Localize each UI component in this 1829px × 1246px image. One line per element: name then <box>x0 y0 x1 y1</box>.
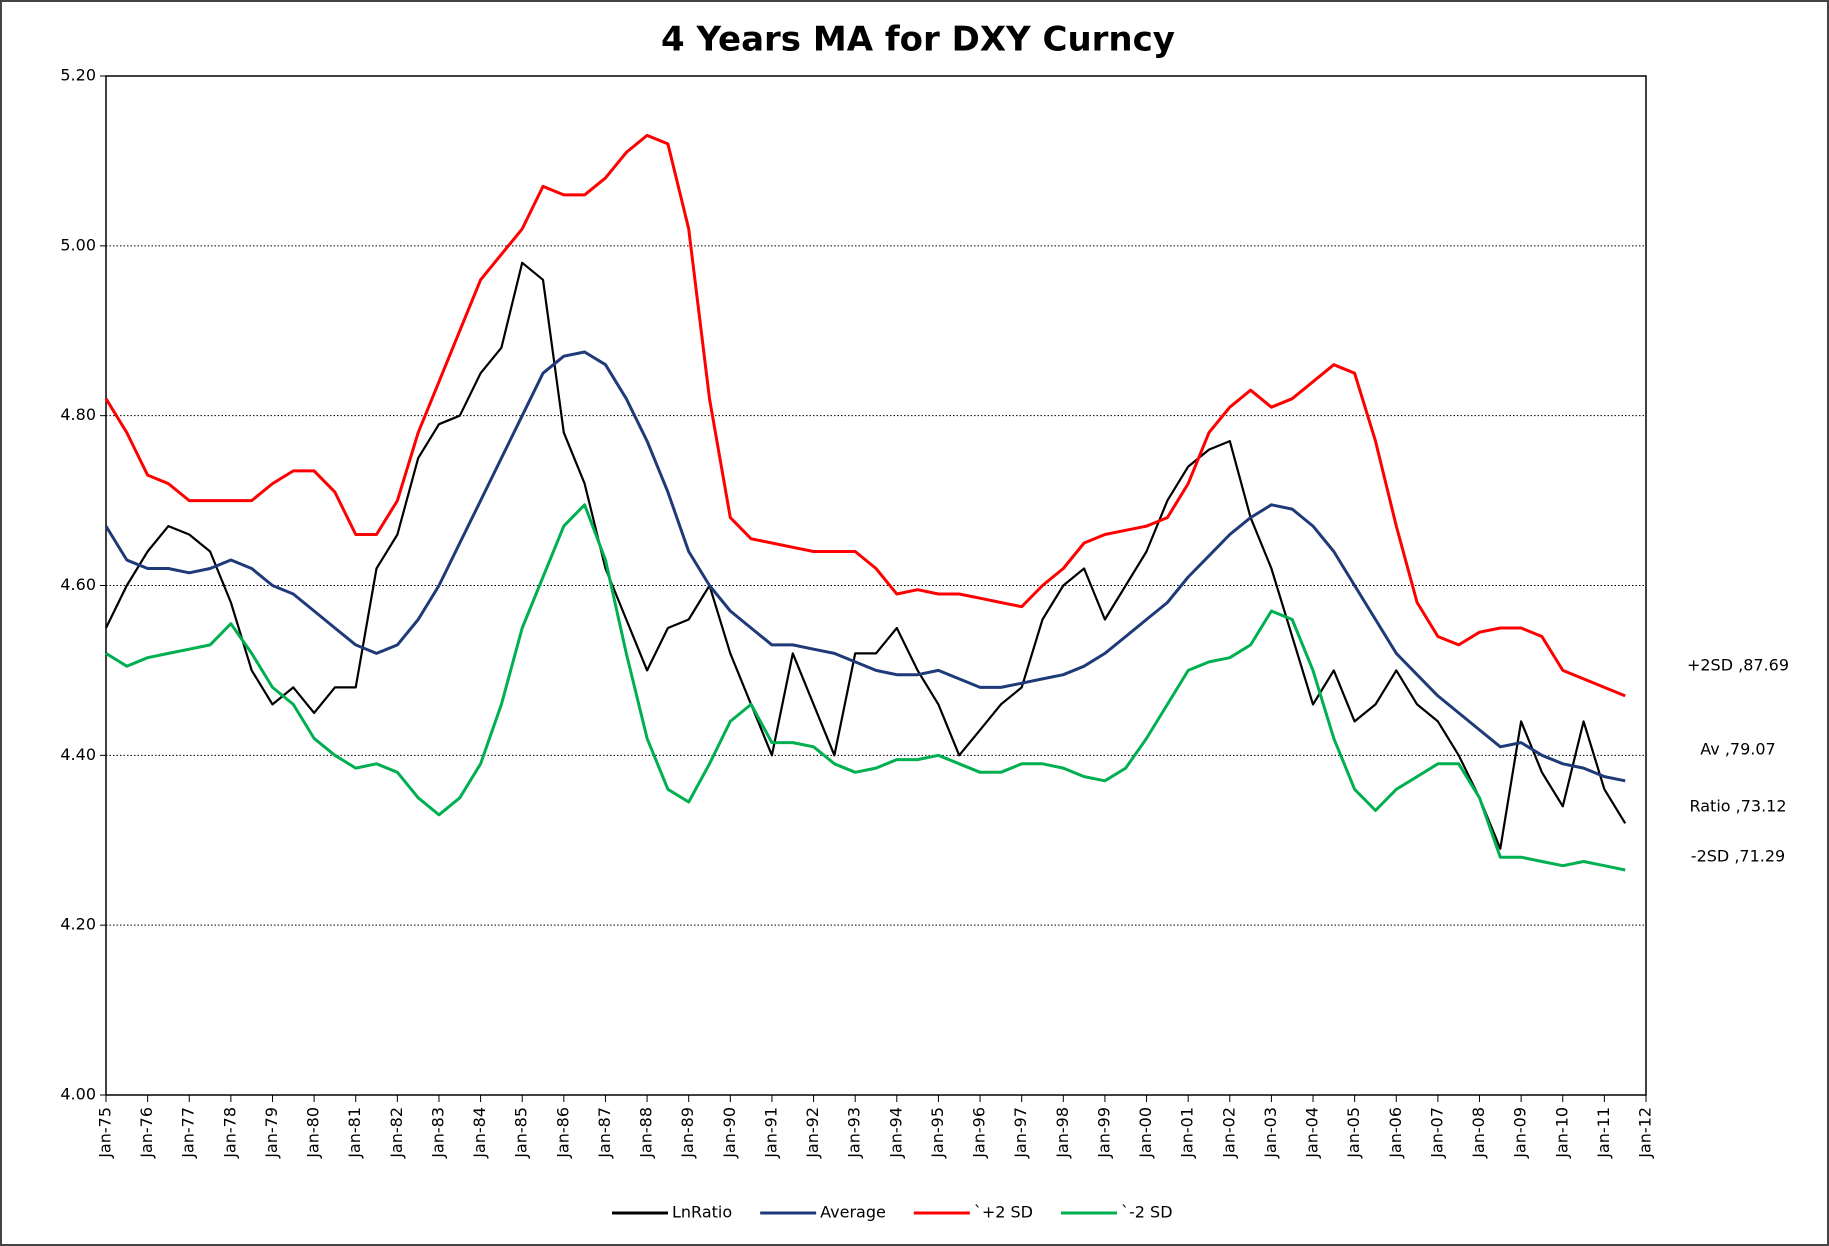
x-tick-label: Jan-98 <box>1053 1107 1072 1159</box>
x-tick-label: Jan-91 <box>761 1107 780 1159</box>
y-tick-label: 4.20 <box>60 915 96 934</box>
legend-label: Average <box>820 1203 886 1222</box>
y-tick-label: 4.40 <box>60 745 96 764</box>
y-tick-label: 4.60 <box>60 575 96 594</box>
x-tick-label: Jan-03 <box>1261 1107 1280 1159</box>
x-tick-label: Jan-84 <box>470 1107 489 1159</box>
series-line <box>105 503 1626 872</box>
series-line <box>104 350 1626 783</box>
legend-label: LnRatio <box>672 1203 732 1222</box>
x-tick-label: Jan-06 <box>1386 1107 1405 1159</box>
x-tick-label: Jan-97 <box>1011 1107 1030 1159</box>
x-tick-label: Jan-08 <box>1469 1107 1488 1159</box>
x-tick-label: Jan-80 <box>304 1107 323 1159</box>
x-tick-label: Jan-75 <box>96 1107 115 1159</box>
x-tick-label: Jan-88 <box>637 1107 656 1159</box>
x-tick-label: Jan-05 <box>1344 1107 1363 1159</box>
annotation: -2SD ,71.29 <box>1691 847 1785 866</box>
x-tick-label: Jan-79 <box>262 1107 281 1159</box>
chart-title: 4 Years MA for DXY Curncy <box>661 20 1175 60</box>
x-tick-label: Jan-09 <box>1511 1107 1530 1159</box>
x-tick-label: Jan-90 <box>720 1107 739 1159</box>
x-tick-label: Jan-07 <box>1427 1107 1446 1159</box>
x-tick-label: Jan-10 <box>1552 1107 1571 1159</box>
x-tick-label: Jan-87 <box>595 1107 614 1159</box>
annotation: Av ,79.07 <box>1700 740 1775 759</box>
x-tick-label: Jan-02 <box>1219 1107 1238 1159</box>
x-tick-label: Jan-86 <box>553 1107 572 1159</box>
y-tick-label: 4.80 <box>60 405 96 424</box>
x-tick-label: Jan-11 <box>1594 1107 1613 1159</box>
x-tick-label: Jan-83 <box>428 1107 447 1159</box>
x-tick-label: Jan-96 <box>970 1107 989 1159</box>
x-tick-label: Jan-94 <box>886 1107 905 1159</box>
x-tick-label: Jan-99 <box>1094 1107 1113 1159</box>
x-tick-label: Jan-85 <box>512 1107 531 1159</box>
y-tick-label: 5.20 <box>60 66 96 85</box>
series-line <box>104 133 1626 698</box>
x-tick-label: Jan-78 <box>220 1107 239 1159</box>
annotation: +2SD ,87.69 <box>1687 656 1789 675</box>
x-tick-label: Jan-00 <box>1136 1107 1155 1159</box>
legend-label: `+2 SD <box>974 1203 1033 1222</box>
x-tick-label: Jan-76 <box>137 1107 156 1159</box>
x-tick-label: Jan-82 <box>387 1107 406 1159</box>
series-line <box>105 261 1627 850</box>
x-tick-label: Jan-89 <box>678 1107 697 1159</box>
x-tick-label: Jan-81 <box>345 1107 364 1159</box>
plot-area <box>105 75 1647 1096</box>
x-tick-label: Jan-95 <box>928 1107 947 1159</box>
x-tick-label: Jan-92 <box>803 1107 822 1159</box>
x-tick-label: Jan-12 <box>1636 1107 1655 1159</box>
annotation: Ratio ,73.12 <box>1689 797 1786 816</box>
y-tick-label: 5.00 <box>60 235 96 254</box>
x-tick-label: Jan-93 <box>845 1107 864 1159</box>
x-tick-label: Jan-77 <box>179 1107 198 1159</box>
x-tick-label: Jan-04 <box>1303 1107 1322 1159</box>
x-tick-label: Jan-01 <box>1178 1107 1197 1159</box>
y-tick-label: 4.00 <box>60 1085 96 1104</box>
legend-label: `-2 SD <box>1121 1203 1173 1222</box>
